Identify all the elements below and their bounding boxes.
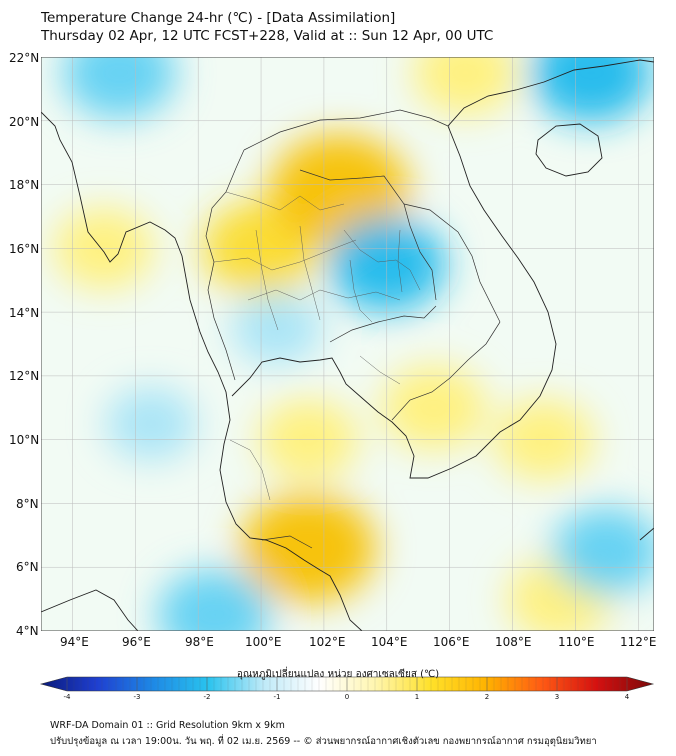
border-myanmar-thailand: [205, 149, 245, 381]
border-cambodia-vietnam: [391, 321, 501, 421]
anomaly-gulf-of-tonkin: [530, 57, 652, 123]
lon-label-98e: 98°E: [185, 635, 214, 649]
anomaly-south-thailand: [240, 493, 376, 603]
lon-label-112e: 112°E: [620, 635, 657, 649]
lat-label-14n: 14°N: [9, 306, 40, 320]
country-borders: [205, 109, 501, 549]
lon-label-110e: 110°E: [558, 635, 595, 649]
anomaly-myanmar-north: [63, 57, 176, 119]
lon-label-104e: 104°E: [371, 635, 408, 649]
coastlines: [41, 59, 654, 631]
lon-label-100e: 100°E: [245, 635, 282, 649]
border-thailand-cambodia: [329, 305, 437, 343]
border-laos-vietnam: [403, 203, 501, 323]
border-thai-malaysia: [261, 535, 313, 549]
footer-model-info: WRF-DA Domain 01 :: Grid Resolution 9km …: [50, 720, 285, 731]
province-borders: [213, 191, 421, 501]
mainland-coastline: [41, 111, 363, 631]
lat-label-16n: 16°N: [9, 242, 40, 256]
hainan-island: [535, 123, 603, 177]
colorbar-tick-label: 0: [344, 693, 350, 701]
colorbar-tick-marks: [66, 677, 628, 691]
colorbar-tick-label: 4: [624, 693, 630, 701]
borneo-coast: [639, 527, 654, 541]
lon-label-102e: 102°E: [309, 635, 346, 649]
anomaly-layer: [54, 57, 654, 631]
colorbar-tick-label: 2: [484, 693, 490, 701]
lat-label-22n: 22°N: [9, 51, 40, 65]
anomaly-cambodia-south: [381, 365, 486, 450]
plot-area: [41, 57, 654, 631]
anomaly-central-thailand-plain: [231, 291, 323, 365]
lat-label-20n: 20°N: [9, 115, 40, 129]
colorbar-tick-label: 3: [554, 693, 560, 701]
gulf-coastline: [231, 59, 654, 479]
map-subtitle: Thursday 02 Apr, 12 UTC FCST+228, Valid …: [41, 28, 494, 44]
colorbar-tick-label: 1: [414, 693, 420, 701]
lon-label-106e: 106°E: [433, 635, 470, 649]
lat-label-12n: 12°N: [9, 369, 40, 383]
anomaly-east-sea: [552, 507, 654, 596]
map-title: Temperature Change 24-hr (℃) - [Data Ass…: [41, 10, 396, 26]
colorbar-tick-label: -4: [63, 693, 71, 701]
colorbar-tick-label: -3: [133, 693, 141, 701]
lat-label-10n: 10°N: [9, 433, 40, 447]
colorbar: [39, 676, 655, 692]
border-china-north: [243, 109, 449, 151]
footer-update-info: ปรับปรุงข้อมูล ณ เวลา 19:00น. วัน พฤ. ที…: [50, 736, 597, 747]
sumatra-coast: [41, 589, 139, 631]
lon-label-94e: 94°E: [60, 635, 89, 649]
colorbar-tick-label: -1: [273, 693, 281, 701]
lat-label-8n: 8°N: [16, 497, 39, 511]
colorbar-tick-label: -2: [203, 693, 211, 701]
anomaly-vietnam-north: [413, 57, 518, 115]
lat-label-18n: 18°N: [9, 178, 40, 192]
lat-label-6n: 6°N: [16, 560, 39, 574]
anomaly-andaman-sea: [105, 387, 197, 461]
lon-label-108e: 108°E: [495, 635, 532, 649]
lat-label-4n: 4°N: [16, 624, 39, 638]
graticule: [41, 57, 654, 631]
lon-label-96e: 96°E: [122, 635, 151, 649]
anomaly-malacca-strait: [157, 569, 271, 631]
colorbar-label: อุณหภูมิเปลี่ยนแปลง หน่วย องศาเซลเซียส (…: [236, 669, 440, 680]
